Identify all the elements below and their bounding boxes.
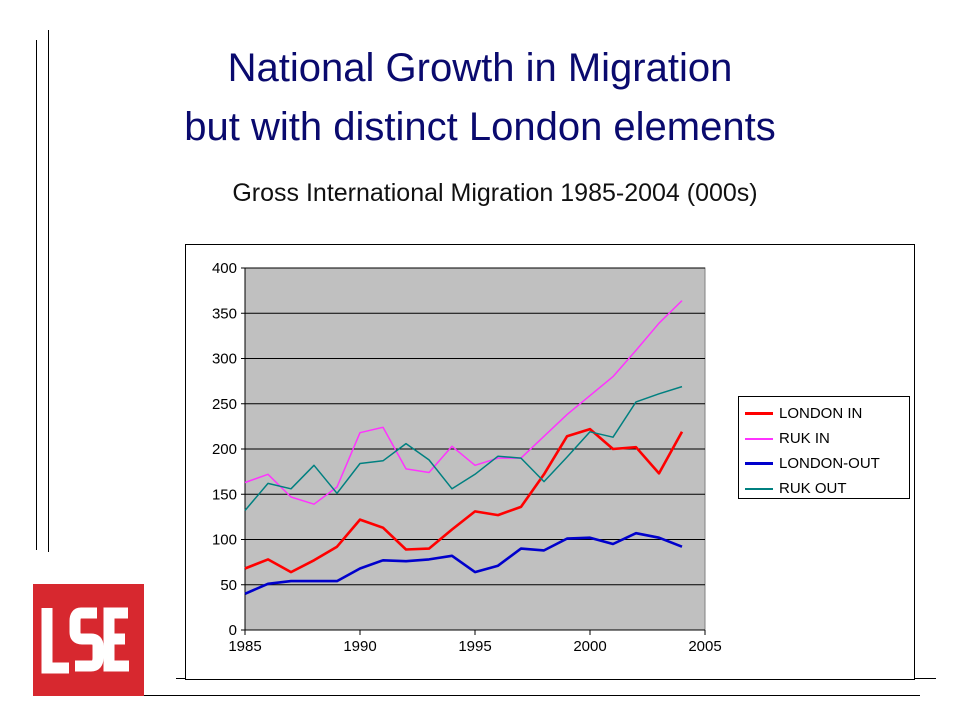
y-tick-label: 50 xyxy=(220,577,237,594)
legend-item-ruk-in: RUK IN xyxy=(739,426,909,451)
legend-label: RUK IN xyxy=(779,430,830,447)
y-tick-label: 400 xyxy=(212,260,237,277)
legend-swatch xyxy=(745,412,773,415)
series-line-ruk-out xyxy=(244,385,683,511)
series-line-london-in xyxy=(244,427,684,574)
slide-title-line1: National Growth in Migration xyxy=(227,46,733,90)
y-tick-label: 100 xyxy=(212,532,237,549)
lse-logo xyxy=(33,584,144,696)
y-tick-label: 250 xyxy=(212,396,237,413)
series-line-ruk-in xyxy=(244,300,683,505)
legend-item-london-in: LONDON IN xyxy=(739,401,909,426)
y-tick-label: 200 xyxy=(212,441,237,458)
y-tick-label: 0 xyxy=(229,622,237,639)
legend-swatch xyxy=(745,437,773,440)
legend-label: RUK OUT xyxy=(779,480,847,497)
legend-label: LONDON IN xyxy=(779,405,863,422)
chart-legend: LONDON IN RUK IN LONDON-OUT RUK OUT xyxy=(738,396,910,499)
legend-item-ruk-out: RUK OUT xyxy=(739,476,909,501)
legend-item-london-out: LONDON-OUT xyxy=(739,451,909,476)
legend-swatch xyxy=(745,487,773,490)
vertical-rule-right xyxy=(48,30,49,552)
horizontal-rule-bottom xyxy=(144,695,920,696)
line-chart: 0 50 100 150 200 250 300 350 400 1985 1990 1995 2000… xyxy=(212,260,722,655)
legend-swatch xyxy=(745,462,773,465)
x-tick-label: 2000 xyxy=(573,638,606,655)
x-tick-label: 1995 xyxy=(458,638,491,655)
y-tick-label: 350 xyxy=(212,305,237,322)
x-tick-label: 1985 xyxy=(228,638,261,655)
lse-logo-mark xyxy=(33,584,144,696)
y-tick-label: 300 xyxy=(212,351,237,368)
x-tick-label: 2005 xyxy=(688,638,721,655)
vertical-rule-left xyxy=(36,40,37,550)
y-tick-label: 150 xyxy=(212,486,237,503)
legend-label: LONDON-OUT xyxy=(779,455,880,472)
slide-title-line2: but with distinct London elements xyxy=(184,105,776,149)
chart-frame: 0 50 100 150 200 250 300 350 400 1985 1990 1995 2000… xyxy=(185,244,915,680)
x-tick-label: 1990 xyxy=(343,638,376,655)
chart-subtitle: Gross International Migration 1985-2004 … xyxy=(232,179,758,207)
series-line-london-out xyxy=(244,531,683,595)
